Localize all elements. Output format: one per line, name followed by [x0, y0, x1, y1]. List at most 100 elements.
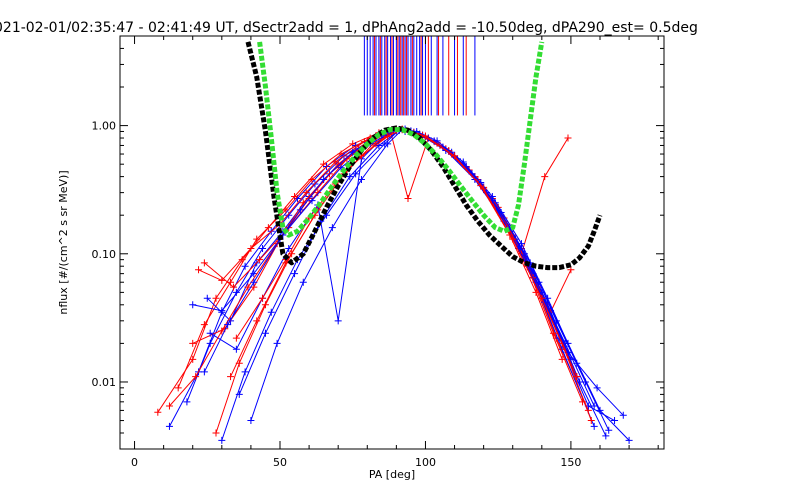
- data-point: [451, 152, 459, 160]
- data-point: [212, 294, 220, 302]
- data-point: [200, 259, 208, 267]
- data-point: [203, 294, 211, 302]
- data-point: [357, 175, 365, 183]
- data-point: [285, 244, 293, 252]
- data-point: [564, 134, 572, 142]
- y-tick-label: 0.10: [92, 248, 117, 261]
- data-point: [296, 206, 304, 214]
- data-point: [261, 329, 269, 337]
- data-point: [611, 417, 619, 425]
- y-tick-label: 0.01: [92, 376, 117, 389]
- data-point: [224, 321, 232, 329]
- data-point: [602, 432, 610, 440]
- data-point: [174, 384, 182, 392]
- data-point: [192, 373, 200, 381]
- x-tick-label: 100: [415, 456, 436, 469]
- data-point: [488, 192, 496, 200]
- data-point: [509, 235, 517, 243]
- data-point: [352, 170, 360, 178]
- data-point: [232, 345, 240, 353]
- vertical-marker-lines: [363, 36, 476, 116]
- data-point: [625, 436, 633, 444]
- plot-frame: [119, 35, 665, 450]
- data-point: [404, 194, 412, 202]
- data-point: [241, 368, 249, 376]
- data-point: [189, 339, 197, 347]
- data-point: [291, 270, 299, 278]
- data-point: [200, 321, 208, 329]
- y-tick-label: 1.00: [92, 120, 117, 133]
- data-point: [459, 158, 467, 166]
- green-fit-curve: [257, 41, 545, 238]
- data-point: [189, 301, 197, 309]
- data-point: [259, 244, 267, 252]
- data-point: [195, 266, 203, 274]
- x-tick-label: 50: [273, 456, 287, 469]
- data-point: [593, 384, 601, 392]
- data-point: [232, 334, 240, 342]
- data-point: [328, 224, 336, 232]
- plot-area: [154, 36, 633, 444]
- data-point: [579, 398, 587, 406]
- data-point: [253, 317, 261, 325]
- data-point: [573, 373, 581, 381]
- data-point: [346, 173, 354, 181]
- data-point: [235, 390, 243, 398]
- data-point: [334, 317, 342, 325]
- data-point: [349, 148, 357, 156]
- data-point: [206, 339, 214, 347]
- data-point: [320, 175, 328, 183]
- data-point: [590, 422, 598, 430]
- x-axis-label: PA [deg]: [369, 468, 415, 481]
- data-point: [247, 244, 255, 252]
- data-point: [247, 417, 255, 425]
- data-point: [384, 133, 392, 141]
- data-point: [218, 307, 226, 315]
- data-point: [433, 137, 441, 145]
- data-point: [212, 429, 220, 437]
- data-point: [314, 189, 322, 197]
- data-point: [259, 294, 267, 302]
- x-tick-label: 0: [131, 456, 138, 469]
- data-point: [619, 411, 627, 419]
- data-point: [421, 132, 429, 140]
- data-point: [218, 276, 226, 284]
- axes: 0 50 100 150 0.01 0.10 1.00: [92, 35, 664, 469]
- data-point: [532, 288, 540, 296]
- data-point: [538, 294, 546, 302]
- data-point: [517, 240, 525, 248]
- data-point: [165, 422, 173, 430]
- data-point: [308, 175, 316, 183]
- data-point: [573, 359, 581, 367]
- data-point: [558, 355, 566, 363]
- data-point: [299, 278, 307, 286]
- data-point: [549, 329, 557, 337]
- data-point: [308, 197, 316, 205]
- x-tick-label: 150: [560, 456, 581, 469]
- data-point: [384, 140, 392, 148]
- data-point: [273, 339, 281, 347]
- data-point: [253, 235, 261, 243]
- fit-curves: [245, 41, 603, 271]
- data-point: [267, 308, 275, 316]
- data-series: [154, 125, 633, 444]
- data-point: [206, 329, 214, 337]
- data-point: [183, 398, 191, 406]
- data-point: [587, 417, 595, 425]
- data-point: [200, 368, 208, 376]
- data-point: [541, 173, 549, 181]
- data-point: [282, 206, 290, 214]
- data-point: [154, 408, 162, 416]
- data-point: [250, 270, 258, 278]
- data-point: [480, 185, 488, 193]
- data-point: [229, 283, 237, 291]
- data-point: [232, 288, 240, 296]
- data-point: [349, 140, 357, 148]
- y-axis-label: nflux [#/(cm^2 s sr MeV)]: [57, 170, 70, 314]
- data-point: [241, 262, 249, 270]
- data-point: [302, 189, 310, 197]
- data-point: [567, 266, 575, 274]
- data-point: [218, 436, 226, 444]
